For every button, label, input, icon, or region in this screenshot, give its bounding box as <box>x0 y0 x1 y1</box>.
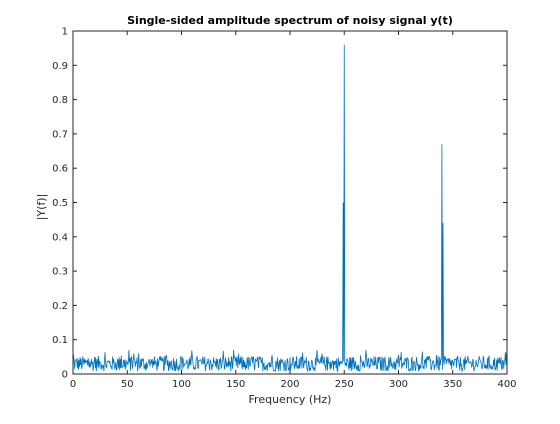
x-tick-label: 50 <box>121 379 134 390</box>
x-tick-label: 200 <box>280 379 299 390</box>
x-ticks: 0 50 100 150 200 250 300 350 400 <box>70 31 517 390</box>
x-tick-label: 250 <box>335 379 354 390</box>
x-axis-label: Frequency (Hz) <box>249 393 332 406</box>
chart-title: Single-sided amplitude spectrum of noisy… <box>127 14 453 27</box>
y-axis-label: |Y(f)| <box>35 194 48 221</box>
plot-area <box>73 31 507 374</box>
x-tick-label: 0 <box>70 379 76 390</box>
y-tick-label: 0.5 <box>52 198 68 209</box>
y-tick-label: 0 <box>62 370 68 381</box>
spectrum-line <box>72 44 508 373</box>
spectrum-layer <box>72 44 508 373</box>
y-tick-label: 0.4 <box>52 232 68 243</box>
x-tick-label: 100 <box>172 379 191 390</box>
y-tick-label: 0.6 <box>52 164 68 175</box>
x-tick-label: 350 <box>443 379 462 390</box>
y-tick-label: 0.3 <box>52 267 68 278</box>
y-tick-label: 0.2 <box>52 301 68 312</box>
y-tick-label: 0.7 <box>52 129 68 140</box>
x-tick-label: 300 <box>389 379 408 390</box>
y-tick-label: 0.8 <box>52 95 68 106</box>
y-tick-label: 0.9 <box>52 61 68 72</box>
y-tick-label: 0.1 <box>52 335 68 346</box>
x-tick-label: 150 <box>226 379 245 390</box>
y-tick-label: 1 <box>62 27 68 38</box>
y-ticks: 0 0.1 0.2 0.3 0.4 0.5 0.6 0.7 0.8 0.9 1 <box>52 27 507 381</box>
x-tick-label: 400 <box>497 379 516 390</box>
